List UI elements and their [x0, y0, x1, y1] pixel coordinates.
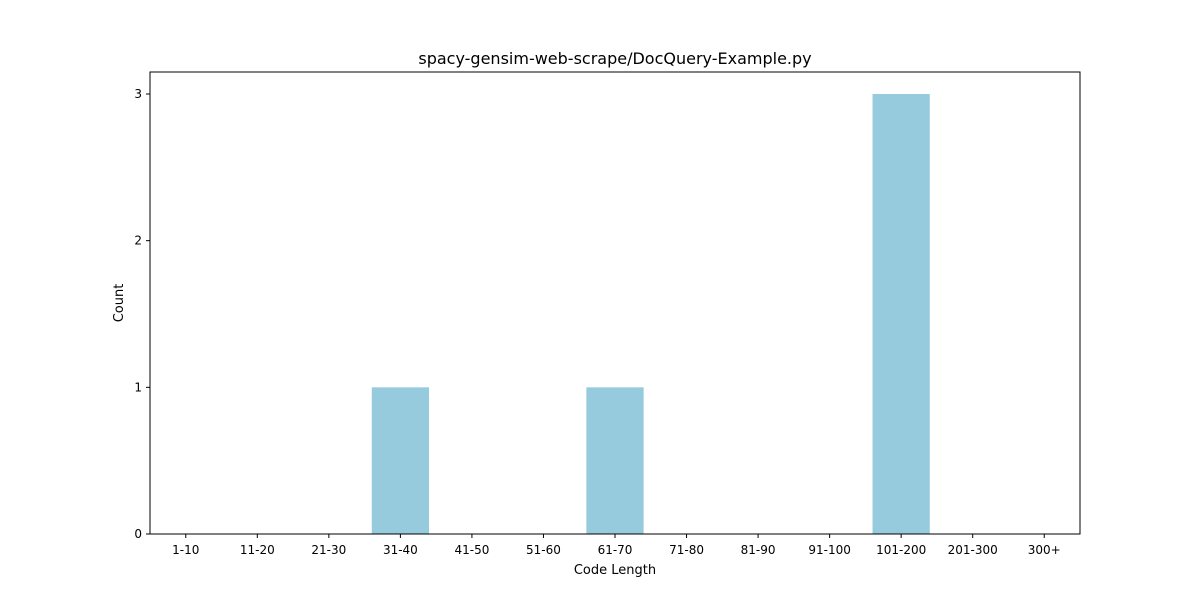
- y-tick-label: 0: [134, 527, 142, 541]
- x-tick-label: 61-70: [598, 543, 633, 557]
- chart-title: spacy-gensim-web-scrape/DocQuery-Example…: [418, 49, 811, 68]
- x-tick-label: 1-10: [172, 543, 199, 557]
- x-tick-label: 300+: [1028, 543, 1061, 557]
- x-tick-label: 51-60: [526, 543, 561, 557]
- bars-layer: [371, 94, 930, 534]
- x-tick-label: 71-80: [669, 543, 704, 557]
- x-tick-label: 31-40: [383, 543, 418, 557]
- x-axis: 1-10 11-20 21-30 31-40 41-50 51-60 61-70 71-80 8…: [172, 534, 1061, 557]
- y-axis-label: Count: [112, 284, 127, 323]
- x-tick-label: 91-100: [808, 543, 851, 557]
- x-tick-label: 101-200: [876, 543, 926, 557]
- x-axis-label: Code Length: [574, 563, 656, 578]
- x-tick-label: 201-300: [948, 543, 998, 557]
- x-tick-label: 41-50: [454, 543, 489, 557]
- y-tick-label: 2: [134, 234, 142, 248]
- bar-101-200: [872, 94, 930, 534]
- bar-31-40: [371, 387, 429, 534]
- x-tick-label: 11-20: [240, 543, 275, 557]
- x-tick-label: 21-30: [311, 543, 346, 557]
- y-tick-label: 1: [134, 380, 142, 394]
- y-tick-label: 3: [134, 87, 142, 101]
- y-axis: 0 1 2 3: [134, 87, 150, 541]
- bar-61-70: [586, 387, 644, 534]
- x-tick-label: 81-90: [741, 543, 776, 557]
